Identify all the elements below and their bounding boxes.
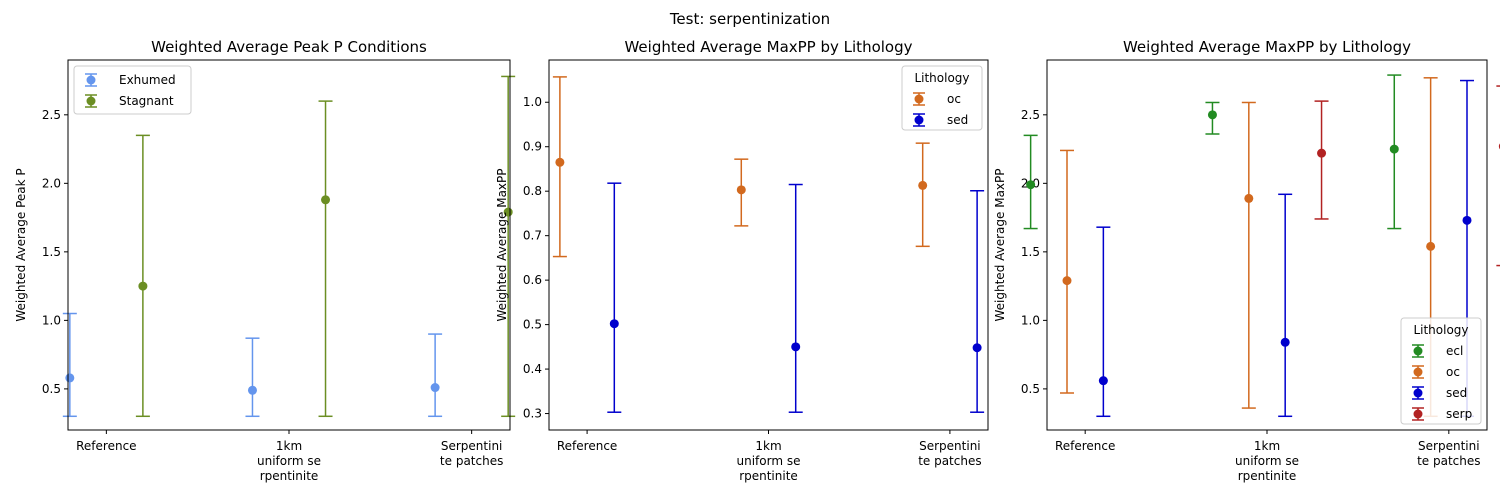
panel-1: Weighted Average Peak P Conditions 0.5 1.0…	[14, 38, 516, 483]
axes-frame	[1046, 59, 1488, 431]
legend: Lithology oc sed	[901, 65, 983, 131]
data-point	[1426, 241, 1436, 251]
legend-label: oc	[947, 92, 961, 106]
x-tick-label: Reference	[1055, 439, 1115, 453]
legend: Lithology ecl oc sed serp	[1400, 317, 1482, 425]
data-point	[321, 195, 331, 205]
data-point	[1026, 180, 1036, 190]
data-point	[918, 180, 928, 190]
legend-marker-icon	[1413, 346, 1423, 356]
y-tick-label: 0.3	[523, 407, 542, 421]
panel-title: Weighted Average MaxPP by Lithology	[624, 38, 912, 56]
y-tick-label: 0.4	[523, 362, 542, 376]
y-axis-label: Weighted Average MaxPP	[495, 169, 509, 322]
legend-box	[73, 65, 192, 115]
legend-marker-icon	[1413, 367, 1423, 377]
legend-label: oc	[1446, 365, 1460, 379]
y-tick-label: 2.5	[42, 108, 61, 122]
x-tick-label: 1km uniform se rpentinite	[1235, 439, 1299, 483]
y-tick-label: 0.8	[523, 184, 542, 198]
data-point	[972, 343, 982, 353]
data-point	[65, 373, 75, 383]
data-point	[1244, 193, 1254, 203]
y-tick-label: 0.9	[523, 140, 542, 154]
y-tick-label: 1.0	[1021, 313, 1040, 327]
data-point	[791, 342, 801, 352]
y-tick-label: 1.0	[523, 95, 542, 109]
x-tick-label: 1km uniform se rpentinite	[737, 439, 801, 483]
axes-frame	[548, 59, 989, 431]
legend-label: ecl	[1446, 344, 1463, 358]
y-axis-label: Weighted Average Peak P	[14, 168, 28, 321]
legend-label: sed	[947, 113, 968, 127]
y-tick-label: 2.0	[42, 176, 61, 190]
legend-marker-icon	[86, 96, 96, 106]
data-point	[609, 319, 619, 329]
y-tick-label: 0.5	[523, 318, 542, 332]
legend-label: Exhumed	[119, 73, 176, 87]
data-point	[247, 385, 257, 395]
legend-marker-icon	[86, 75, 96, 85]
legend-label: serp	[1446, 407, 1472, 421]
legend-marker-icon	[914, 94, 924, 104]
y-tick-label: 0.7	[523, 229, 542, 243]
data-point	[1317, 148, 1327, 158]
x-tick-label: Serpentini te patches	[918, 439, 981, 468]
panel-title: Weighted Average Peak P Conditions	[151, 38, 427, 56]
data-point	[138, 281, 148, 291]
data-point	[1462, 215, 1472, 225]
y-tick-label: 1.0	[42, 313, 61, 327]
x-tick-label: Serpentini te patches	[1417, 439, 1480, 468]
y-tick-label: 0.6	[523, 273, 542, 287]
legend-title: Lithology	[914, 71, 969, 85]
legend-title: Lithology	[1413, 323, 1468, 337]
data-point	[1389, 144, 1399, 154]
legend-label: Stagnant	[119, 94, 174, 108]
legend-marker-icon	[1413, 388, 1423, 398]
panel-title: Weighted Average MaxPP by Lithology	[1123, 38, 1411, 56]
data-point	[1280, 337, 1290, 347]
x-tick-label: Serpentini te patches	[440, 439, 503, 468]
panel-2: Weighted Average MaxPP by Lithology 0.3 0.…	[495, 38, 989, 483]
legend-marker-icon	[914, 115, 924, 125]
data-point	[555, 157, 565, 167]
y-tick-label: 0.5	[42, 382, 61, 396]
y-axis-label: Weighted Average MaxPP	[993, 169, 1007, 322]
data-point	[430, 383, 440, 393]
x-tick-label: 1km uniform se rpentinite	[257, 439, 321, 483]
legend-label: sed	[1446, 386, 1467, 400]
y-tick-label: 0.5	[1021, 382, 1040, 396]
figure-suptitle: Test: serpentinization	[669, 10, 830, 28]
legend: Exhumed Stagnant	[73, 65, 192, 115]
legend-marker-icon	[1413, 409, 1423, 419]
y-tick-label: 1.5	[42, 245, 61, 259]
y-tick-label: 1.5	[1021, 245, 1040, 259]
axes-frame	[67, 59, 511, 431]
x-tick-label: Reference	[76, 439, 136, 453]
data-point	[1098, 376, 1108, 386]
x-tick-label: Reference	[557, 439, 617, 453]
y-tick-label: 2.5	[1021, 108, 1040, 122]
panel-3: Weighted Average MaxPP by Lithology 0.5 1.…	[993, 38, 1500, 483]
data-point	[1062, 276, 1072, 286]
data-point	[736, 185, 746, 195]
data-point	[1207, 110, 1217, 120]
